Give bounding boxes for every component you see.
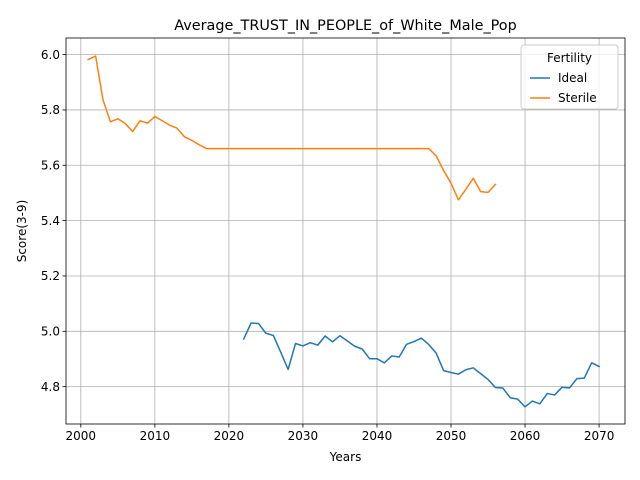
- y-tick-label: 6.0: [41, 48, 60, 62]
- y-tick-label: 4.8: [41, 380, 60, 394]
- legend-label-ideal: Ideal: [558, 71, 587, 85]
- x-tick-label: 2000: [66, 429, 97, 443]
- y-axis-label: Score(3-9): [15, 200, 29, 263]
- legend-title: Fertility: [547, 51, 592, 65]
- y-tick-label: 5.2: [41, 269, 60, 283]
- axis-ticks: 2000 2010 2020 2030 2040 2050 2060 2070 4.8 5.0 5.…: [41, 48, 614, 443]
- x-axis-label: Years: [329, 450, 362, 464]
- x-tick-label: 2060: [510, 429, 541, 443]
- legend: Fertility Ideal Sterile: [520, 44, 619, 110]
- x-tick-label: 2050: [436, 429, 467, 443]
- x-tick-label: 2020: [214, 429, 245, 443]
- chart-title: Average_TRUST_IN_PEOPLE_of_White_Male_Po…: [174, 18, 517, 34]
- series-line-sterile: [87, 55, 497, 201]
- y-tick-label: 5.4: [41, 214, 60, 228]
- x-tick-label: 2030: [288, 429, 319, 443]
- legend-label-sterile: Sterile: [558, 91, 597, 105]
- legend-box: [520, 44, 619, 110]
- x-tick-label: 2040: [362, 429, 393, 443]
- x-tick-label: 2010: [140, 429, 171, 443]
- series-lines: [87, 55, 601, 408]
- y-tick-label: 5.6: [41, 158, 60, 172]
- plot-frame: [65, 37, 626, 425]
- y-tick-label: 5.0: [41, 325, 60, 339]
- x-tick-label: 2070: [584, 429, 615, 443]
- series-line-ideal: [242, 322, 601, 408]
- y-tick-label: 5.8: [41, 103, 60, 117]
